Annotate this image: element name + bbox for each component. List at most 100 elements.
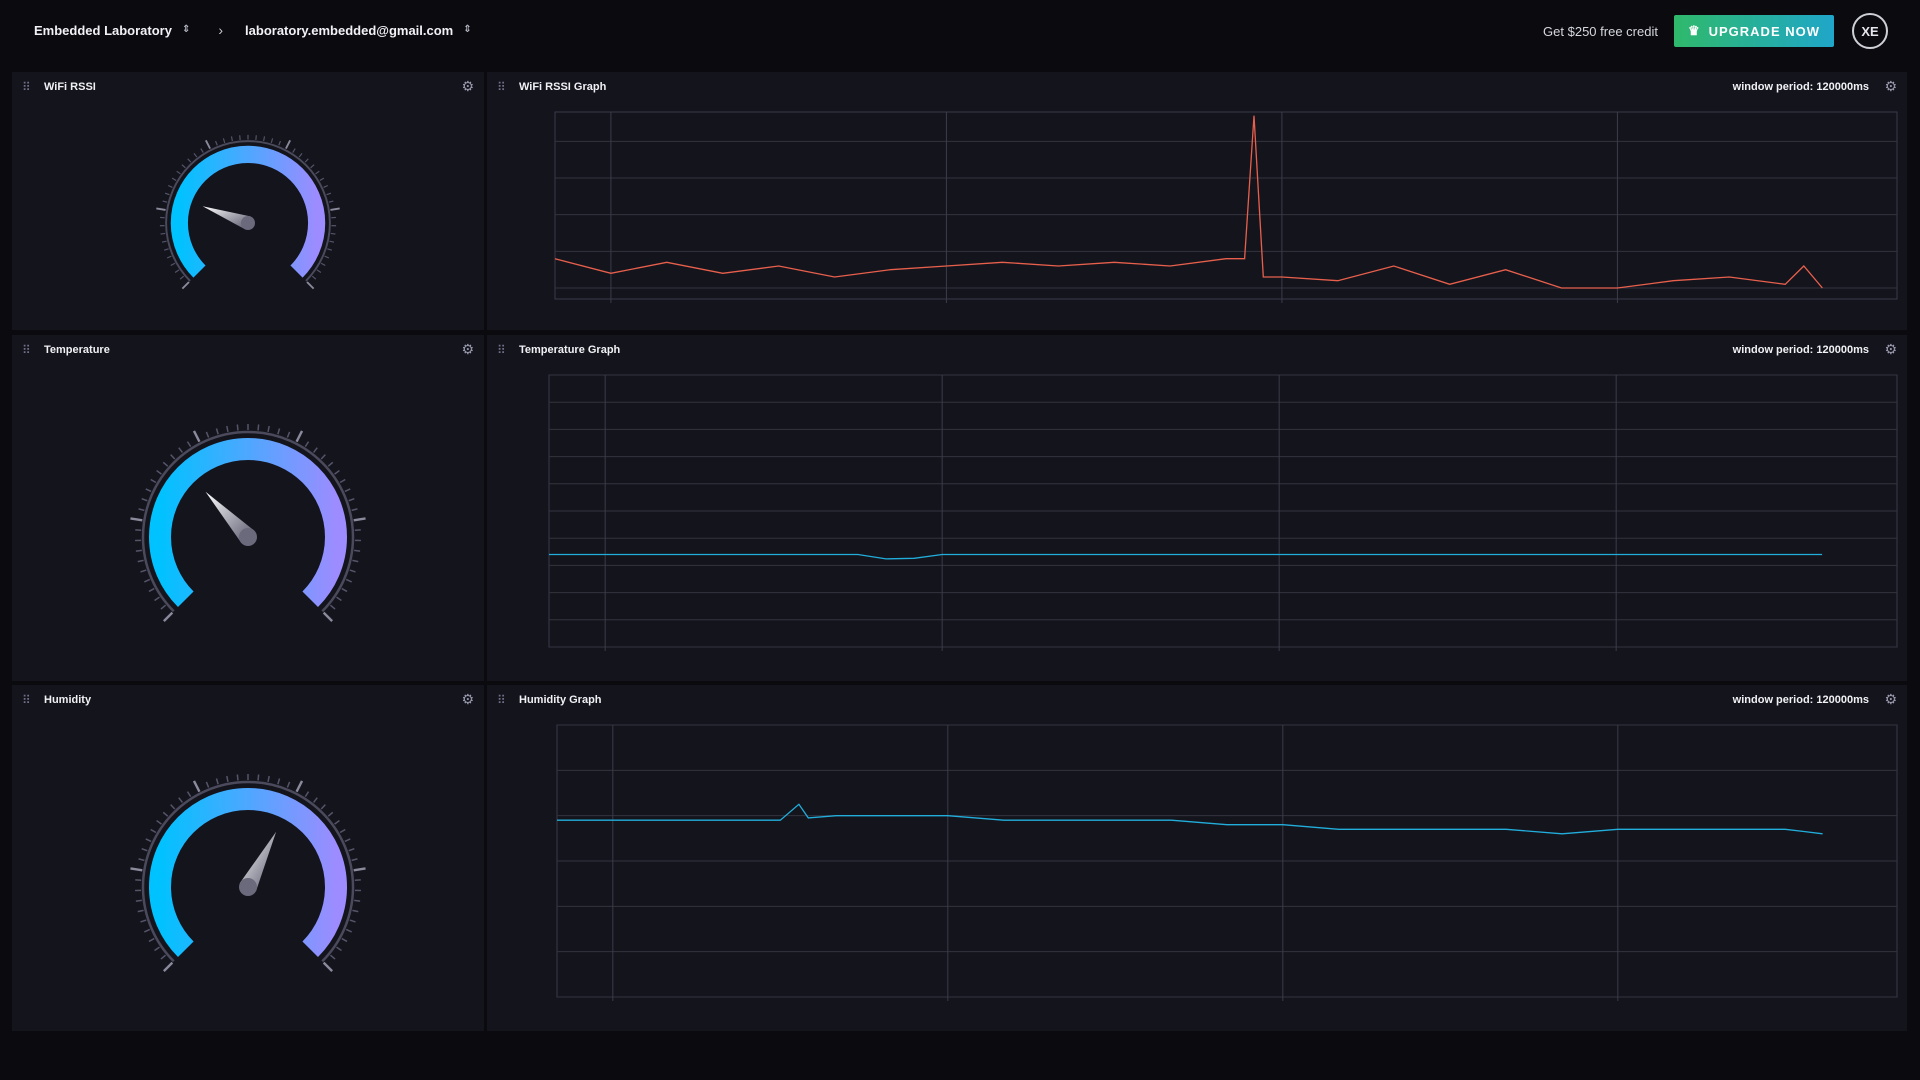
top-bar: Embedded Laboratory ⇕ › laboratory.embed…: [0, 0, 1920, 60]
rssi-line-chart[interactable]: [487, 72, 1907, 330]
gauge-minor-tick: [135, 549, 142, 552]
updown-icon: ⇕: [181, 24, 191, 35]
gauge-minor-tick: [263, 136, 266, 142]
gauge-minor-tick: [329, 240, 335, 243]
drag-handle-icon[interactable]: ⠿: [497, 343, 506, 357]
gauge-minor-tick: [336, 596, 342, 602]
gauge-minor-tick: [176, 170, 181, 175]
gear-icon[interactable]: ⚙: [461, 691, 474, 708]
gauge-minor-tick: [162, 461, 169, 467]
gauge-minor-tick: [215, 778, 219, 785]
gauge-minor-tick: [351, 508, 358, 512]
gauge-minor-tick: [348, 848, 355, 852]
gauge-minor-tick: [145, 488, 152, 493]
gauge-major-tick: [322, 611, 333, 622]
graph-cell-humidity: ⠿ Humidity Graph window period: 120000ms…: [487, 685, 1907, 1031]
gauge-minor-tick: [323, 184, 329, 188]
gauge-minor-tick: [341, 937, 348, 943]
drag-handle-icon[interactable]: ⠿: [22, 693, 38, 707]
cell-header: ⠿ Temperature: [12, 335, 484, 365]
gear-icon[interactable]: ⚙: [461, 341, 474, 358]
gauge-minor-tick: [236, 424, 239, 431]
gauge-minor-tick: [304, 791, 310, 798]
account-switcher[interactable]: laboratory.embedded@gmail.com ⇕: [245, 23, 472, 38]
window-period: window period: 120000ms: [1732, 344, 1869, 356]
gauge-minor-tick: [341, 587, 348, 593]
gauge-minor-tick: [327, 248, 333, 251]
gauge-major-tick: [353, 517, 366, 522]
gauge-minor-tick: [164, 192, 170, 196]
gauge-minor-tick: [330, 232, 336, 235]
gauge-minor-tick: [186, 791, 192, 798]
gauge-minor-tick: [320, 804, 326, 810]
gauge-minor-tick: [278, 140, 281, 146]
drag-handle-icon[interactable]: ⠿: [497, 693, 506, 707]
drag-handle-icon[interactable]: ⠿: [497, 80, 506, 94]
gauge-value-arc: [149, 438, 347, 607]
gauge-minor-tick: [145, 838, 152, 843]
gauge-cell-temperature: ⠿ Temperature ⚙: [12, 335, 484, 681]
user-avatar[interactable]: XE: [1852, 13, 1888, 49]
gauge-minor-tick: [156, 819, 162, 825]
gauge-minor-tick: [160, 954, 167, 960]
gauge-minor-tick: [286, 781, 291, 788]
series-line: [554, 115, 1823, 289]
gauge-minor-tick: [339, 478, 346, 484]
gauge-minor-tick: [205, 431, 210, 438]
gear-icon[interactable]: ⚙: [1884, 691, 1897, 707]
gauge-major-tick: [205, 139, 211, 150]
rssi-gauge: [156, 134, 340, 290]
gauge-major-tick: [353, 867, 366, 872]
gauge-minor-tick: [327, 461, 334, 467]
cell-title: WiFi RSSI Graph: [519, 81, 607, 93]
gauge-outer-ring: [141, 780, 355, 963]
gauge-value-arc: [149, 788, 347, 957]
cell-title: WiFi RSSI: [44, 81, 96, 93]
gauge-minor-tick: [312, 797, 318, 803]
gauge-minor-tick: [349, 569, 356, 573]
upgrade-now-button[interactable]: ♛ UPGRADE NOW: [1673, 15, 1834, 47]
cell-header: ⠿ Humidity: [12, 685, 484, 715]
drag-handle-icon[interactable]: ⠿: [22, 343, 38, 357]
cell-header: ⠿ WiFi RSSI Graph: [487, 72, 1907, 102]
gauge-minor-tick: [178, 797, 184, 803]
gauge-minor-tick: [316, 269, 322, 274]
gauge-minor-tick: [171, 177, 177, 182]
gauge-minor-tick: [320, 262, 326, 266]
humidity-line-chart[interactable]: [487, 685, 1907, 1031]
gauge-major-tick: [295, 780, 304, 793]
gauge-minor-tick: [215, 140, 218, 146]
cell-header: ⠿ WiFi RSSI: [12, 72, 484, 102]
series-line: [557, 803, 1823, 835]
gear-icon[interactable]: ⚙: [1884, 341, 1897, 357]
gauge-minor-tick: [186, 441, 192, 448]
gauge-minor-tick: [222, 138, 226, 144]
gauge-minor-tick: [339, 828, 346, 834]
gauge-minor-tick: [329, 954, 336, 960]
cell-title: Temperature: [44, 344, 110, 356]
gauge-minor-tick: [298, 152, 303, 158]
drag-handle-icon[interactable]: ⠿: [22, 80, 31, 94]
gauge-minor-tick: [141, 848, 148, 852]
gauge-needle: [239, 831, 277, 892]
upgrade-label: UPGRADE NOW: [1708, 23, 1820, 39]
gauge-minor-tick: [162, 200, 168, 203]
gauge-minor-tick: [270, 138, 274, 144]
gauge-needle: [202, 206, 251, 230]
updown-icon: ⇕: [463, 24, 472, 35]
gauge-minor-tick: [257, 774, 260, 781]
gear-icon[interactable]: ⚙: [1884, 78, 1897, 94]
gauge-minor-tick: [320, 454, 326, 460]
gauge-minor-tick: [277, 778, 281, 785]
org-switcher[interactable]: Embedded Laboratory ⇕: [34, 23, 190, 38]
gauge-minor-tick: [326, 192, 332, 196]
gauge-major-tick: [192, 780, 201, 793]
gauge-minor-tick: [354, 549, 361, 552]
gear-icon[interactable]: ⚙: [461, 78, 474, 94]
gauge-needle-hub: [239, 528, 257, 546]
gauge-minor-tick: [138, 508, 145, 512]
gauge-minor-tick: [187, 158, 192, 163]
temperature-line-chart[interactable]: [487, 335, 1907, 681]
gauge-minor-tick: [311, 275, 317, 280]
cell-header: ⠿ Humidity Graph: [487, 685, 1907, 715]
